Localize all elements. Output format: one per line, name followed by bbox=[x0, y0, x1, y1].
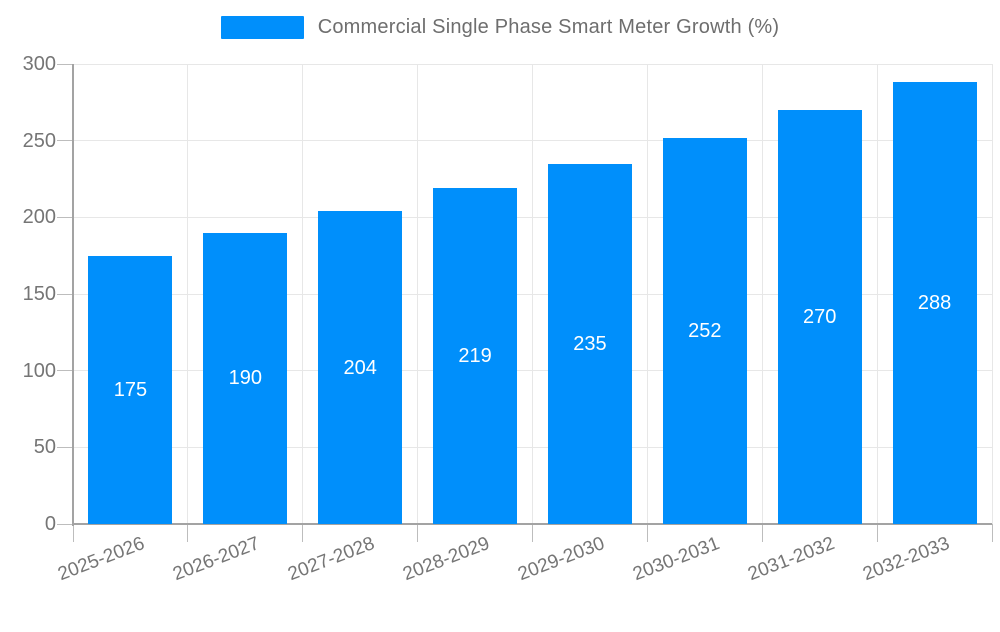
y-axis-tick bbox=[57, 140, 73, 142]
legend-series-label: Commercial Single Phase Smart Meter Grow… bbox=[317, 16, 780, 38]
bar-value-label: 235 bbox=[573, 332, 607, 355]
x-axis-label: 2031-2032 bbox=[744, 533, 838, 586]
plot-area: 0 50 100 150 200 250 300 175 190 204 219 235 252 270 2… bbox=[22, 53, 993, 585]
x-axis-label: 2029-2030 bbox=[515, 533, 608, 586]
x-gridline bbox=[532, 64, 533, 524]
bar-value-label: 270 bbox=[803, 306, 837, 328]
bar bbox=[318, 211, 403, 524]
x-gridline bbox=[646, 64, 648, 524]
x-axis-label: 2032-2033 bbox=[859, 533, 953, 586]
y-axis-label: 100 bbox=[22, 359, 56, 382]
x-axis-tick bbox=[417, 524, 419, 542]
x-axis-label: 2027-2028 bbox=[285, 533, 378, 586]
x-axis-tick bbox=[761, 524, 763, 542]
bar bbox=[433, 188, 518, 524]
x-axis-tick bbox=[532, 524, 533, 542]
x-axis-tick bbox=[876, 524, 878, 542]
x-gridline bbox=[417, 64, 419, 524]
bar bbox=[88, 255, 173, 524]
bar bbox=[547, 163, 632, 524]
y-axis-tick bbox=[57, 446, 73, 448]
y-axis-label: 200 bbox=[22, 206, 56, 229]
legend-swatch-icon bbox=[220, 16, 304, 39]
y-axis-label: 300 bbox=[22, 53, 56, 75]
bar bbox=[777, 110, 862, 524]
x-gridline bbox=[876, 64, 878, 524]
x-axis-tick bbox=[302, 524, 304, 542]
x-axis-label: 2026-2027 bbox=[170, 533, 263, 586]
chart-legend[interactable]: Commercial Single Phase Smart Meter Grow… bbox=[0, 16, 1000, 39]
x-axis-tick bbox=[991, 524, 993, 542]
x-gridline bbox=[187, 64, 189, 524]
bar-value-label: 288 bbox=[917, 292, 952, 315]
bar-value-label: 204 bbox=[343, 356, 377, 379]
x-axis-line bbox=[73, 523, 992, 525]
bar-value-label: 252 bbox=[688, 319, 722, 342]
x-gridline bbox=[302, 64, 304, 524]
x-axis-tick bbox=[72, 524, 74, 542]
y-axis-tick bbox=[57, 63, 73, 65]
x-axis-label: 2028-2029 bbox=[400, 533, 493, 586]
x-gridline bbox=[761, 64, 763, 524]
y-axis-line bbox=[72, 64, 74, 526]
x-axis-tick bbox=[187, 524, 189, 542]
bar-value-label: 219 bbox=[458, 345, 492, 368]
y-axis-tick bbox=[57, 370, 73, 372]
x-gridline bbox=[991, 64, 993, 524]
x-axis-tick bbox=[646, 524, 648, 542]
bar bbox=[662, 137, 747, 524]
y-axis-label: 150 bbox=[22, 283, 56, 305]
y-axis-label: 0 bbox=[44, 513, 56, 535]
y-axis-tick bbox=[57, 293, 73, 295]
bar bbox=[203, 232, 288, 524]
bar-value-label: 190 bbox=[228, 367, 262, 390]
y-axis-tick bbox=[57, 523, 73, 525]
y-axis-label: 250 bbox=[22, 129, 56, 152]
bar bbox=[892, 82, 977, 524]
bar-chart: Commercial Single Phase Smart Meter Grow… bbox=[0, 16, 1000, 586]
y-axis-label: 50 bbox=[33, 436, 56, 459]
bar-value-label: 175 bbox=[113, 378, 148, 401]
x-axis-label: 2030-2031 bbox=[629, 533, 723, 586]
y-axis-tick bbox=[57, 216, 73, 218]
